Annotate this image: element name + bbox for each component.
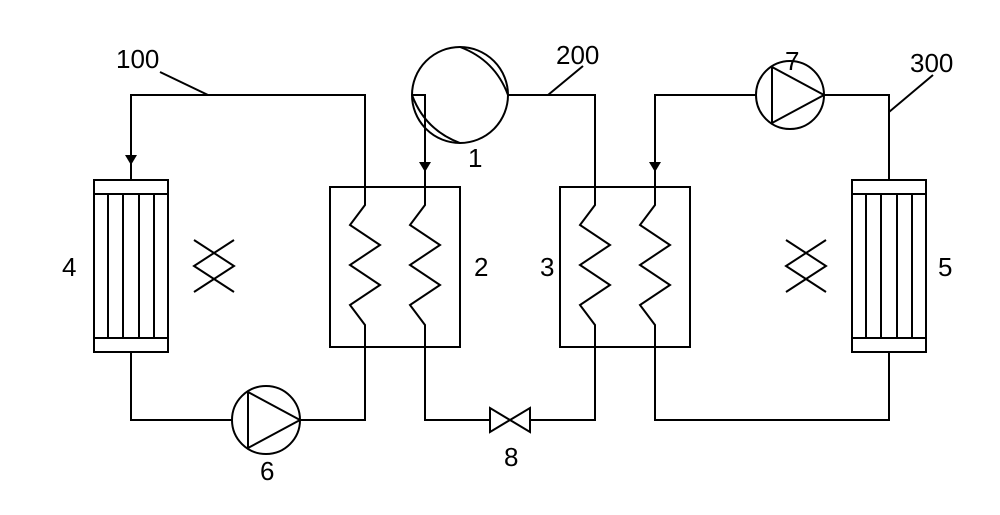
label-300: 300 — [910, 48, 953, 79]
label-3: 3 — [540, 252, 554, 283]
label-200: 200 — [556, 40, 599, 71]
label-1: 1 — [468, 143, 482, 174]
loop-300 — [649, 75, 933, 420]
label-7: 7 — [785, 46, 799, 77]
label-2: 2 — [474, 252, 488, 283]
heat-exchanger-left — [330, 187, 460, 347]
radiator-right — [786, 180, 926, 352]
label-100: 100 — [116, 44, 159, 75]
valve-symbol — [490, 408, 530, 432]
compressor-symbol — [412, 47, 508, 143]
pump-left-symbol — [232, 386, 300, 454]
heat-exchanger-right — [560, 187, 690, 347]
radiator-left — [94, 180, 234, 352]
loop-200 — [412, 66, 595, 420]
label-4: 4 — [62, 252, 76, 283]
label-5: 5 — [938, 252, 952, 283]
label-8: 8 — [504, 442, 518, 473]
label-6: 6 — [260, 456, 274, 487]
schematic-diagram — [0, 0, 1000, 515]
